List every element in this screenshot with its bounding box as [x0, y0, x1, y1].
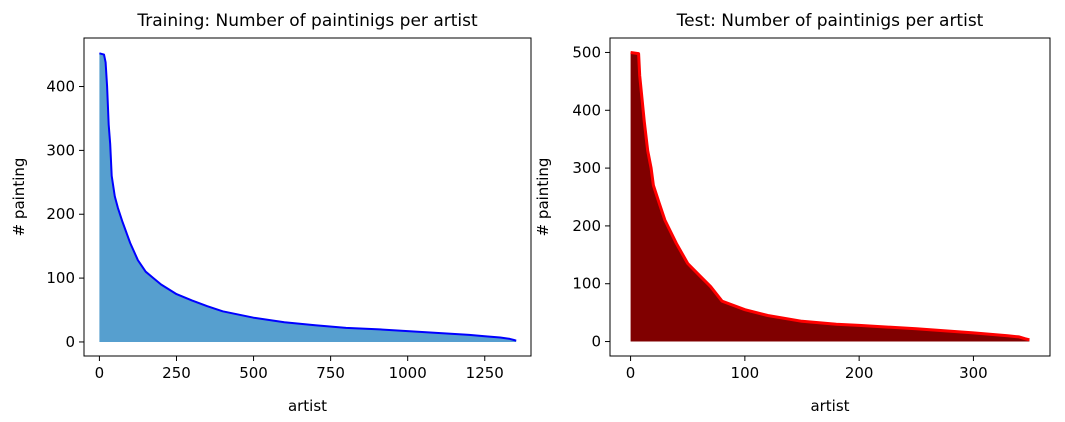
test-xtick-label: 0 [626, 364, 636, 382]
test-area-fill [630, 52, 1030, 342]
training-ytick-label: 200 [46, 205, 75, 223]
training-xtick-label: 1250 [466, 364, 504, 382]
test-ytick-label: 300 [572, 159, 601, 177]
test-title: Test: Number of paintinigs per artist [676, 11, 984, 31]
training-yticks: 0 100 200 300 400 [46, 78, 84, 351]
test-chart: 0 100 200 300 0 100 200 300 400 500 Test: Number… [534, 11, 1051, 415]
test-axes-frame [609, 37, 1051, 357]
test-xtick-label: 100 [731, 364, 760, 382]
training-ytick-label: 400 [46, 78, 75, 96]
test-area-layer [630, 52, 1030, 342]
training-line-layer [99, 52, 517, 342]
training-xtick-label: 0 [95, 364, 105, 382]
training-axes-frame [83, 37, 532, 357]
test-yticks: 0 100 200 300 400 500 [572, 43, 610, 351]
training-area-layer [99, 53, 517, 343]
training-area-fill [99, 53, 517, 343]
test-xtick-label: 300 [959, 364, 988, 382]
training-xlabel: artist [288, 397, 327, 415]
test-ytick-label: 100 [572, 275, 601, 293]
training-xtick-label: 750 [316, 364, 345, 382]
training-xtick-label: 250 [162, 364, 191, 382]
training-xtick-label: 1000 [389, 364, 427, 382]
test-series-line [630, 51, 1030, 342]
training-chart: 0 250 500 750 1000 1250 0 100 200 300 400 Trainin… [10, 11, 532, 415]
test-ytick-label: 500 [572, 43, 601, 61]
training-ytick-label: 100 [46, 269, 75, 287]
test-line-layer [630, 51, 1030, 342]
training-title: Training: Number of paintinigs per artis… [136, 11, 478, 31]
training-xtick-label: 500 [239, 364, 268, 382]
training-ylabel: # painting [10, 158, 28, 237]
training-ytick-label: 300 [46, 141, 75, 159]
training-xticks: 0 250 500 750 1000 1250 [95, 356, 504, 382]
test-xtick-label: 200 [845, 364, 874, 382]
test-ylabel: # painting [534, 158, 552, 237]
training-ytick-label: 0 [65, 333, 75, 351]
test-ytick-label: 200 [572, 217, 601, 235]
test-ytick-label: 0 [591, 333, 601, 351]
test-xlabel: artist [810, 397, 849, 415]
test-xticks: 0 100 200 300 [626, 356, 988, 382]
test-ytick-label: 400 [572, 101, 601, 119]
training-series-line [99, 52, 517, 342]
